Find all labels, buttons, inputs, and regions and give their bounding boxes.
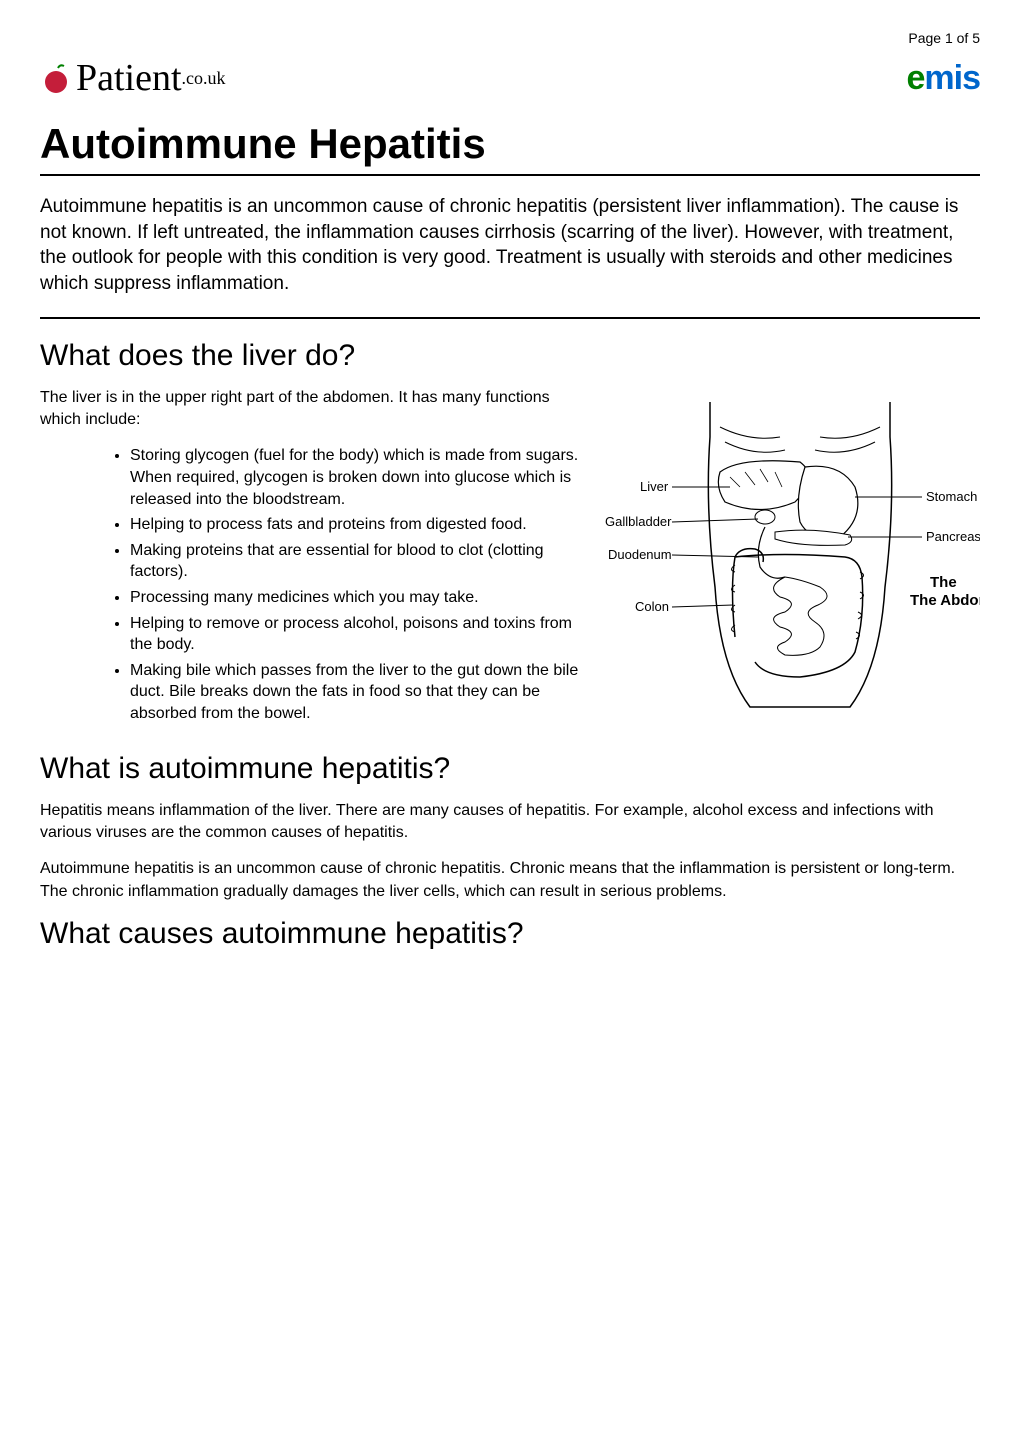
diagram-title-abdomen: The Abdomen <box>910 592 980 609</box>
abdomen-diagram-svg: Liver Gallbladder Duodenum Colon Stomach… <box>600 387 980 727</box>
section-divider <box>40 317 980 319</box>
emis-logo: emis <box>906 59 980 98</box>
diagram-label-liver: Liver <box>640 479 669 494</box>
liver-section: The liver is in the upper right part of … <box>40 387 980 732</box>
section-heading-whatis: What is autoimmune hepatitis? <box>40 752 980 786</box>
list-item: Making bile which passes from the liver … <box>130 660 580 725</box>
list-item: Helping to remove or process alcohol, po… <box>130 613 580 656</box>
diagram-label-gallbladder: Gallbladder <box>605 514 672 529</box>
section-heading-liver: What does the liver do? <box>40 339 980 373</box>
intro-paragraph: Autoimmune hepatitis is an uncommon caus… <box>40 194 980 297</box>
liver-functions-list: Storing glycogen (fuel for the body) whi… <box>40 445 580 724</box>
diagram-title-the: The <box>930 574 957 591</box>
liver-text-column: The liver is in the upper right part of … <box>40 387 580 732</box>
list-item: Making proteins that are essential for b… <box>130 540 580 583</box>
patient-logo: Patient.co.uk <box>40 56 226 100</box>
section-heading-causes: What causes autoimmune hepatitis? <box>40 917 980 951</box>
diagram-label-duodenum: Duodenum <box>608 547 672 562</box>
page-number: Page 1 of 5 <box>40 30 980 46</box>
page-title: Autoimmune Hepatitis <box>40 120 980 176</box>
list-item: Storing glycogen (fuel for the body) whi… <box>130 445 580 510</box>
header: Patient.co.uk emis <box>40 56 980 100</box>
whatis-paragraph-2: Autoimmune hepatitis is an uncommon caus… <box>40 858 980 903</box>
whatis-paragraph-1: Hepatitis means inflammation of the live… <box>40 800 980 845</box>
diagram-label-stomach: Stomach <box>926 489 977 504</box>
list-item: Processing many medicines which you may … <box>130 587 580 609</box>
apple-icon <box>40 62 72 94</box>
liver-intro-text: The liver is in the upper right part of … <box>40 387 580 432</box>
patient-logo-text: Patient <box>76 56 182 100</box>
diagram-label-pancreas: Pancreas <box>926 529 980 544</box>
couk-text: .co.uk <box>182 68 226 89</box>
abdomen-diagram: Liver Gallbladder Duodenum Colon Stomach… <box>600 387 980 732</box>
list-item: Helping to process fats and proteins fro… <box>130 514 580 536</box>
diagram-label-colon: Colon <box>635 599 669 614</box>
